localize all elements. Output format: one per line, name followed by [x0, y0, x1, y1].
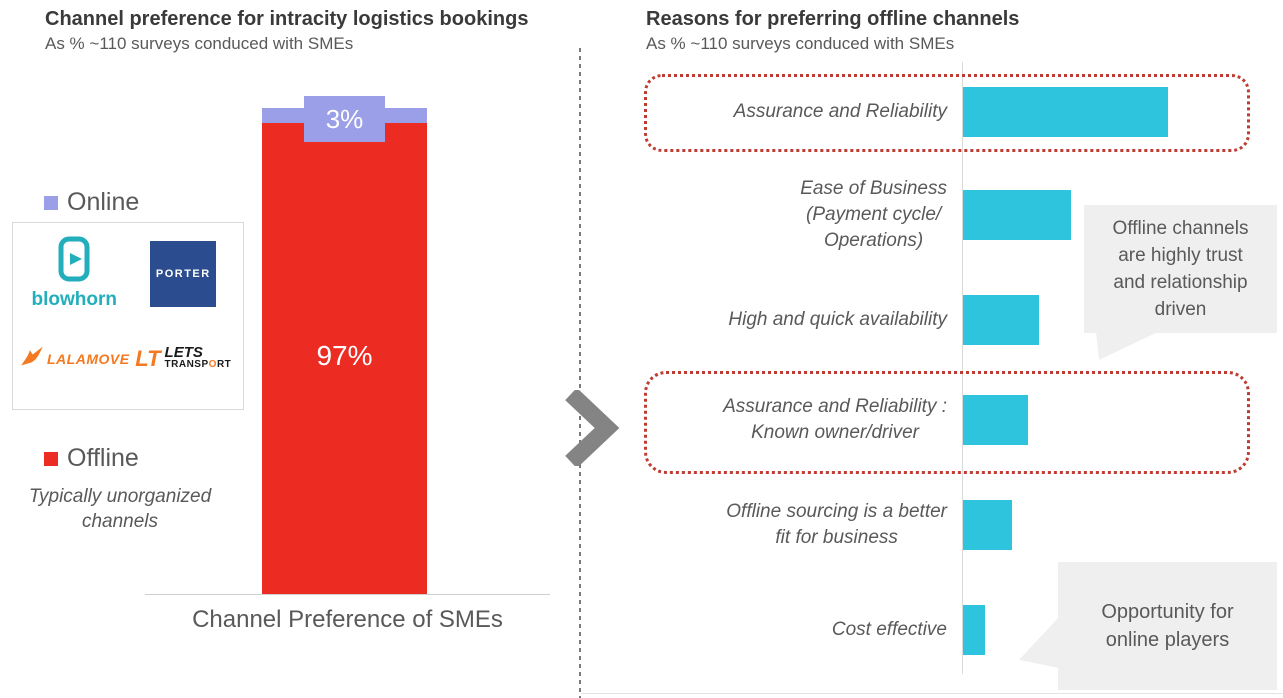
blowhorn-logo: blowhorn [32, 236, 117, 311]
offline-value-label: 97% [316, 340, 373, 371]
stacked-bar [262, 108, 427, 594]
offline-note: Typically unorganized channels [28, 486, 212, 532]
reason-bar [963, 395, 1028, 445]
right-y-axis-line [962, 62, 963, 674]
letstransport-line1: LETS [164, 343, 203, 361]
callout-trust-tail [1096, 332, 1158, 360]
dashed-divider [579, 48, 581, 698]
legend-online: Online [44, 188, 139, 217]
letstransport-lt-icon: LT [135, 345, 161, 371]
callout-text: Offline channels are highly trust and rela… [1112, 218, 1249, 320]
lalamove-bird-icon [19, 344, 45, 373]
callout-opportunity: Opportunity for online players [1058, 562, 1277, 690]
letstransport-line2: TRANSPORT [164, 358, 232, 370]
right-chart-subtitle: As % ~110 surveys conduced with SMEs [646, 34, 955, 53]
reason-bar [963, 605, 985, 655]
online-legend-label: Online [67, 188, 140, 216]
reason-label: Cost effective [831, 619, 947, 640]
left-x-axis-line [145, 594, 550, 595]
porter-square: PORTER [150, 240, 217, 307]
online-swatch [44, 195, 58, 210]
right-bottom-line [581, 693, 1283, 694]
online-players-logos-box: blowhorn PORTER LALAMOVE LT LETS [12, 222, 244, 410]
reason-label: High and quick availability [728, 309, 947, 330]
porter-logo: PORTER [150, 240, 217, 307]
reason-bar [963, 87, 1168, 137]
lalamove-logo: LALAMOVE [19, 344, 130, 373]
callout-trust-driven: Offline channels are highly trust and rela… [1084, 205, 1277, 333]
left-chart-subtitle: As % ~110 surveys conduced with SMEs [45, 34, 354, 53]
reason-bar [963, 500, 1012, 550]
online-value-label: 3% [304, 96, 385, 142]
left-x-axis-label: Channel Preference of SMEs [192, 606, 503, 633]
offline-swatch [44, 451, 58, 466]
blowhorn-label: blowhorn [31, 289, 118, 310]
blowhorn-icon [57, 236, 91, 287]
chevron-right-icon [561, 387, 621, 471]
right-chart-title: Reasons for preferring offline channels [646, 8, 1020, 30]
reason-label: Assurance and Reliability [733, 101, 947, 122]
reason-bar [963, 190, 1071, 240]
letstransport-logo: LT LETS TRANSPORT [135, 343, 232, 371]
porter-label: PORTER [155, 267, 211, 280]
highlight-box-assurance [644, 74, 1250, 152]
reason-label: Offline sourcing is a better fit for busi… [726, 501, 947, 548]
callout-text: Opportunity for online players [1101, 601, 1234, 651]
left-chart-title: Channel preference for intracity logisti… [45, 8, 529, 30]
lalamove-label: LALAMOVE [47, 350, 130, 367]
highlight-box-known-owner [644, 371, 1250, 474]
legend-offline: Offline [44, 444, 139, 473]
callout-opportunity-tail [1019, 617, 1059, 668]
reason-bar [963, 295, 1039, 345]
reason-label: Ease of Business (Payment cycle/Operation… [800, 178, 947, 251]
offline-legend-label: Offline [67, 444, 139, 472]
reason-label: Assurance and Reliability : Known owner/d… [723, 396, 947, 443]
offline-segment [262, 123, 427, 594]
